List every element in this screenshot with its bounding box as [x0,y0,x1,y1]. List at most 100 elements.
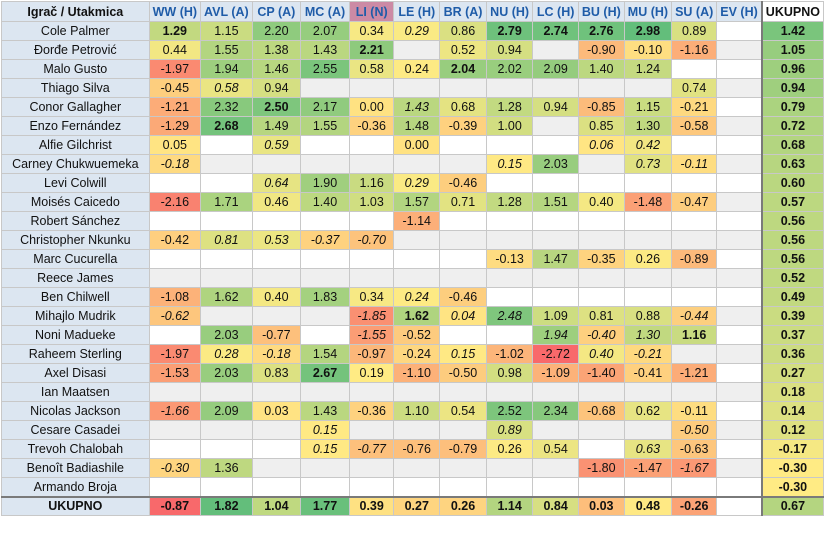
rating-cell[interactable] [716,306,763,326]
rating-cell[interactable]: 0.64 [251,173,302,193]
rating-cell[interactable] [532,40,579,60]
rating-cell[interactable] [577,230,625,250]
rating-cell[interactable]: -0.85 [577,97,625,117]
rating-cell[interactable]: 2.74 [532,21,579,41]
rating-cell[interactable] [299,135,351,155]
rating-cell[interactable] [716,59,763,79]
rating-cell[interactable] [623,477,673,497]
rating-cell[interactable]: -0.45 [148,78,202,98]
rating-cell[interactable] [485,268,534,288]
rating-cell[interactable]: -2.72 [532,344,579,364]
rating-cell[interactable] [716,363,763,383]
rating-cell[interactable]: 1.00 [485,116,534,136]
rating-cell[interactable]: 1.38 [251,40,302,60]
rating-cell[interactable]: -0.42 [148,230,202,250]
rating-cell[interactable] [393,40,441,60]
rating-cell[interactable]: -0.35 [577,249,625,269]
rating-cell[interactable]: 2.17 [299,97,351,117]
rating-cell[interactable] [716,192,763,212]
rating-cell[interactable] [439,477,487,497]
rating-cell[interactable]: 0.00 [393,135,441,155]
rating-cell[interactable]: -1.47 [623,458,673,478]
rating-cell[interactable]: -0.11 [671,401,718,421]
rating-cell[interactable]: 0.29 [393,173,441,193]
rating-cell[interactable] [623,420,673,440]
rating-cell[interactable]: 1.62 [393,306,441,326]
rating-cell[interactable]: 1.55 [299,116,351,136]
rating-cell[interactable]: 0.28 [200,344,253,364]
rating-cell[interactable]: 0.85 [577,116,625,136]
rating-cell[interactable] [439,211,487,231]
rating-cell[interactable]: 0.15 [439,344,487,364]
rating-cell[interactable] [393,477,441,497]
rating-cell[interactable] [393,230,441,250]
rating-cell[interactable] [251,439,302,459]
rating-cell[interactable] [577,420,625,440]
rating-cell[interactable] [485,458,534,478]
rating-cell[interactable]: 2.03 [200,363,253,383]
rating-cell[interactable] [623,230,673,250]
rating-cell[interactable]: 2.67 [299,363,351,383]
rating-cell[interactable] [439,78,487,98]
rating-cell[interactable]: 0.63 [623,439,673,459]
player-total-cell[interactable]: -0.30 [760,458,824,478]
header-match-br-a[interactable]: BR (A) [439,1,487,22]
rating-cell[interactable]: -0.76 [393,439,441,459]
rating-cell[interactable] [716,382,763,402]
rating-cell[interactable] [148,249,202,269]
rating-cell[interactable]: 1.94 [532,325,579,345]
rating-cell[interactable]: -1.67 [671,458,718,478]
player-name-raheem-sterling[interactable]: Raheem Sterling [1,344,150,364]
player-total-cell[interactable]: 0.94 [760,78,824,98]
rating-cell[interactable] [439,268,487,288]
rating-cell[interactable]: 1.55 [200,40,253,60]
rating-cell[interactable]: -0.39 [439,116,487,136]
rating-cell[interactable]: 1.10 [393,401,441,421]
rating-cell[interactable]: -0.30 [148,458,202,478]
rating-cell[interactable]: 0.26 [485,439,534,459]
rating-cell[interactable] [532,458,579,478]
rating-cell[interactable] [200,382,253,402]
player-name-conor-gallagher[interactable]: Conor Gallagher [1,97,150,117]
rating-cell[interactable]: 0.29 [393,21,441,41]
match-average-cell[interactable]: -0.87 [148,495,202,516]
player-name-marc-cucurella[interactable]: Marc Cucurella [1,249,150,269]
rating-cell[interactable] [532,135,579,155]
rating-cell[interactable] [439,325,487,345]
rating-cell[interactable]: -0.24 [393,344,441,364]
rating-cell[interactable] [716,135,763,155]
rating-cell[interactable] [251,306,302,326]
rating-cell[interactable] [716,173,763,193]
rating-cell[interactable]: 0.94 [251,78,302,98]
rating-cell[interactable] [671,382,718,402]
rating-cell[interactable]: 0.34 [349,21,395,41]
rating-cell[interactable] [299,268,351,288]
rating-cell[interactable]: -1.21 [671,363,718,383]
rating-cell[interactable] [577,268,625,288]
rating-cell[interactable]: 1.71 [200,192,253,212]
rating-cell[interactable]: 1.43 [299,401,351,421]
rating-cell[interactable]: 2.07 [299,21,351,41]
rating-cell[interactable]: -1.66 [148,401,202,421]
rating-cell[interactable] [485,211,534,231]
rating-cell[interactable]: 0.46 [251,192,302,212]
rating-cell[interactable]: -0.47 [671,192,718,212]
rating-cell[interactable]: 0.04 [439,306,487,326]
rating-cell[interactable]: -1.09 [532,363,579,383]
rating-cell[interactable]: 2.20 [251,21,302,41]
rating-cell[interactable]: -0.46 [439,173,487,193]
rating-cell[interactable] [716,40,763,60]
rating-cell[interactable] [251,382,302,402]
rating-cell[interactable]: 0.54 [439,401,487,421]
rating-cell[interactable]: 0.15 [485,154,534,174]
rating-cell[interactable] [532,211,579,231]
rating-cell[interactable]: -0.21 [623,344,673,364]
rating-cell[interactable] [200,420,253,440]
rating-cell[interactable] [532,78,579,98]
rating-cell[interactable] [623,78,673,98]
rating-cell[interactable] [349,211,395,231]
rating-cell[interactable] [485,173,534,193]
rating-cell[interactable]: -0.41 [623,363,673,383]
rating-cell[interactable] [349,458,395,478]
rating-cell[interactable] [299,306,351,326]
